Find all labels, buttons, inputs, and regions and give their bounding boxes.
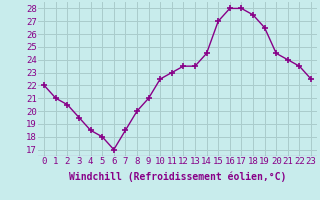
X-axis label: Windchill (Refroidissement éolien,°C): Windchill (Refroidissement éolien,°C): [69, 172, 286, 182]
